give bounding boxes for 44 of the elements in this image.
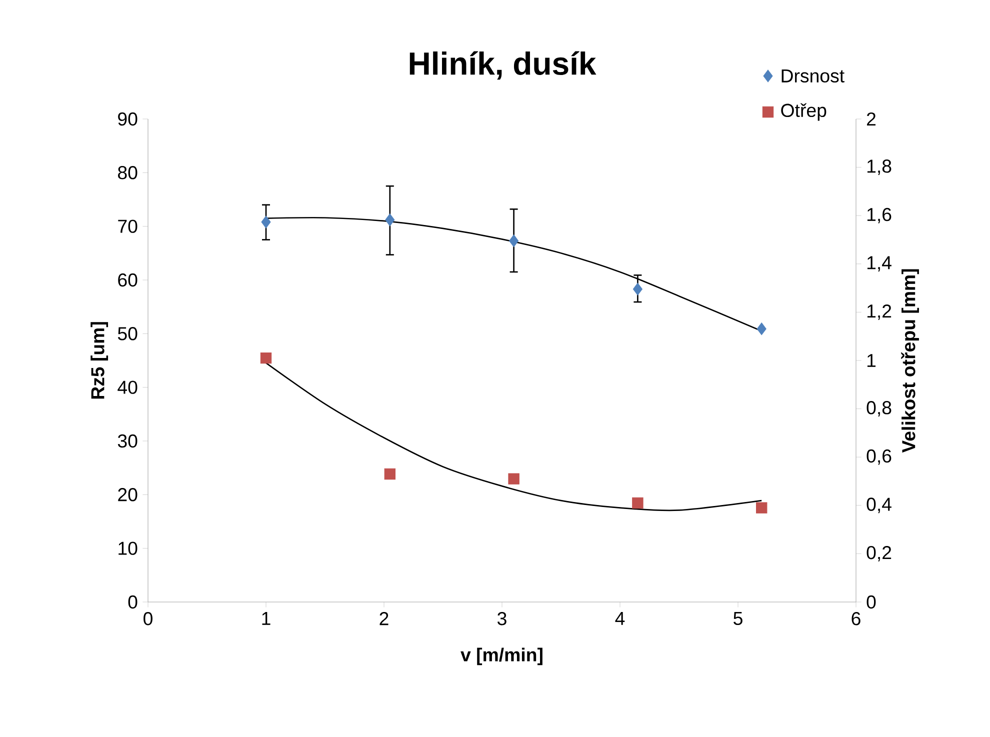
y2-tick-label: 1: [867, 354, 876, 367]
y-tick-label: 40: [118, 380, 138, 394]
point: [261, 216, 271, 228]
legend-label: Otřep: [781, 103, 826, 121]
y2-tick-label: 0,6: [866, 449, 892, 465]
y-tick-label: 20: [118, 488, 138, 502]
y2-tick-label: 1,8: [867, 160, 892, 175]
point: [260, 352, 272, 364]
point: [632, 282, 642, 296]
y2-tick-label: 2: [866, 112, 876, 126]
y2-tick-label: 1,2: [867, 304, 892, 320]
y-tick-label: 80: [118, 166, 138, 180]
x-tick-label: 0: [144, 612, 152, 626]
point: [509, 234, 519, 248]
y-tick-label: 70: [118, 220, 138, 233]
y2-axis-title: Velikost otřepu [mm]: [901, 269, 919, 453]
y2-tick-label: 0,8: [866, 401, 892, 416]
y-axis-title: Rz5 [um]: [90, 322, 108, 399]
point: [384, 468, 396, 480]
point: [756, 502, 768, 514]
y2-tick-label: 0: [866, 595, 876, 609]
y-tick-label: 90: [118, 112, 138, 126]
y-tick-label: 10: [118, 542, 138, 555]
chart-title: Hliník, dusík: [410, 51, 596, 80]
y-tick-label: 0: [128, 595, 138, 609]
point: [385, 214, 395, 226]
point: [508, 473, 520, 484]
y-tick-label: 60: [118, 273, 138, 287]
x-axis-title: v [m/min]: [460, 648, 542, 666]
y2-tick-label: 0,4: [866, 498, 892, 514]
x-tick-label: 4: [615, 612, 625, 625]
x-tick-label: 5: [734, 612, 742, 626]
point: [756, 322, 766, 336]
y2-tick-label: 0,2: [866, 546, 892, 562]
y2-tick-label: 1,4: [867, 256, 892, 272]
y-tick-label: 30: [118, 434, 138, 448]
point: [632, 497, 644, 509]
x-tick-label: 6: [852, 612, 860, 626]
y-tick-label: 50: [118, 327, 138, 340]
x-tick-label: 1: [262, 612, 270, 625]
x-tick-label: 3: [498, 612, 506, 626]
legend-label: Drsnost: [782, 69, 844, 83]
x-tick-label: 2: [380, 612, 388, 626]
y2-tick-label: 1,6: [867, 208, 892, 224]
